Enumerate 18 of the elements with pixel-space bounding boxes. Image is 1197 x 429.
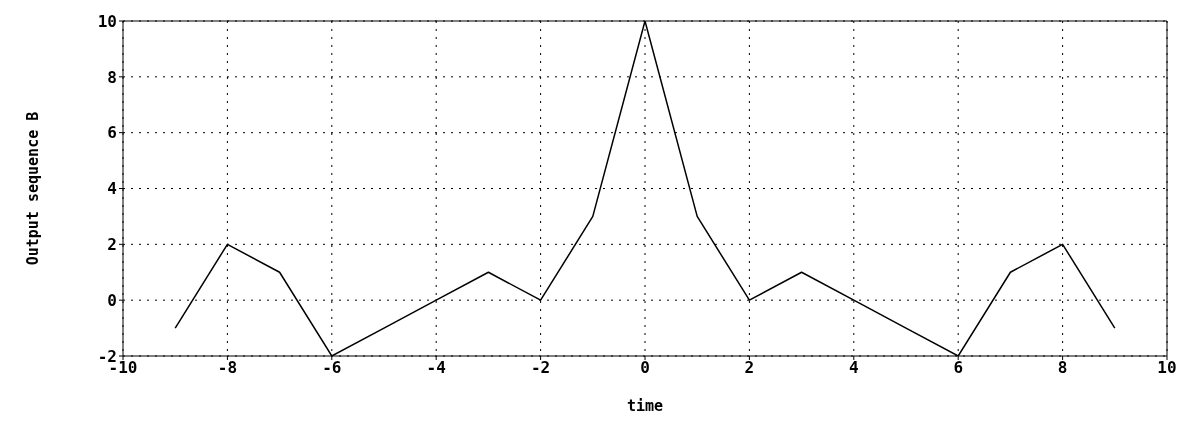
x-tick-label: -6 [322,358,342,378]
x-tick-label: 6 [953,358,964,378]
y-tick-label: 6 [107,123,117,143]
y-axis-title: Output sequence B [24,111,43,266]
x-tick-label: 2 [744,358,755,378]
x-tick-label: 8 [1057,358,1068,378]
x-tick-label: -8 [217,358,238,378]
x-tick-label: 4 [848,358,859,378]
x-tick-label: -2 [530,358,551,378]
y-tick-label: 10 [97,11,117,31]
x-tick-label: 10 [1157,358,1177,378]
x-tick-label: -4 [426,358,446,378]
y-tick-label: 2 [107,235,117,255]
y-tick-label: 4 [107,179,117,199]
y-tick-label: 8 [107,67,117,87]
x-tick-label: 0 [640,358,650,378]
x-axis-title: time [626,397,664,415]
y-tick-label: 0 [107,290,117,310]
